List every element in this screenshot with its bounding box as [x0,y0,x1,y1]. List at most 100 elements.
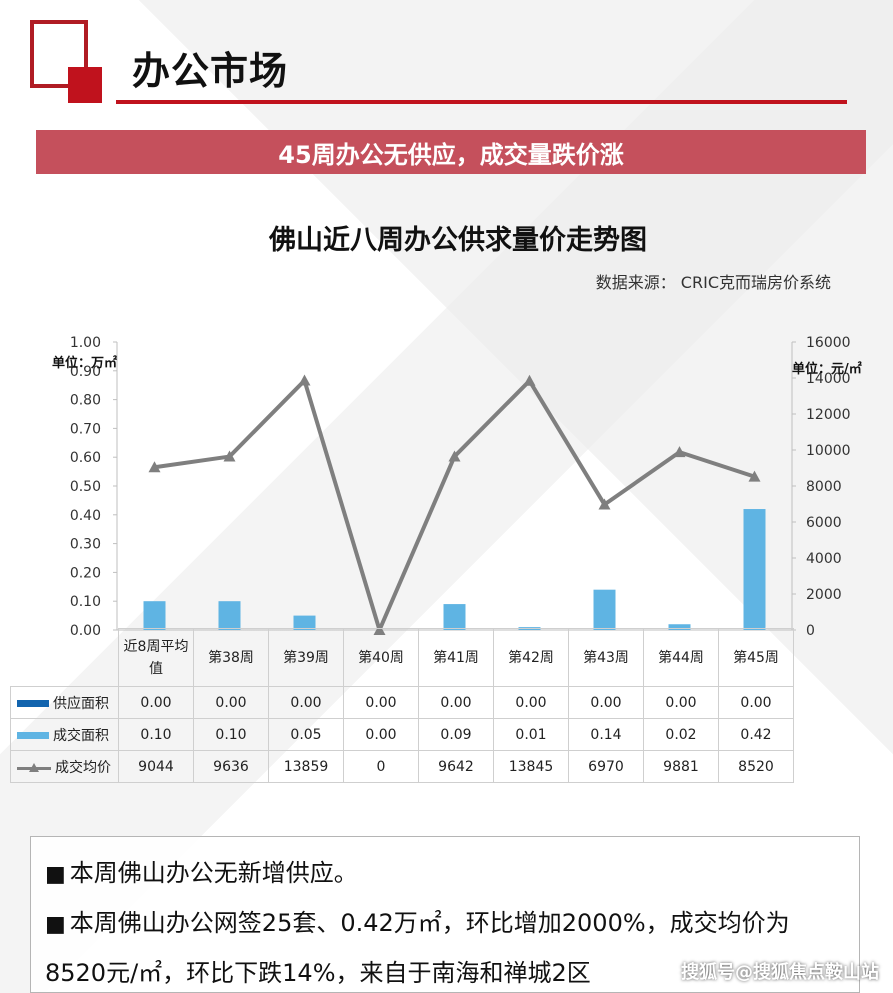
table-cell: 0.01 [493,718,569,751]
deal-area-swatch [17,732,49,739]
table-cell: 0.09 [418,718,494,751]
table-header-cell: 近8周平均值 [118,628,194,687]
bar-deal-area [743,509,766,630]
avg-price-point [223,450,236,462]
avg-price-point [148,461,161,473]
note-item: ■ 本周佛山办公无新增供应。 [45,849,847,899]
note-text: 本周佛山办公网签25套、0.42万㎡，环比增加2000%，成交均价为8520元/… [45,909,790,987]
title-underline [116,100,847,104]
note-item: ■ 本周佛山办公网签25套、0.42万㎡，环比增加2000%，成交均价为8520元… [45,899,847,993]
avg-price-point [598,498,611,510]
left-tick-label: 0.10 [70,594,101,610]
right-tick-label: 8000 [806,479,842,495]
note-text: 本周佛山办公无新增供应。 [69,859,358,887]
bar-deal-area [143,601,166,630]
table-cell: 9044 [118,750,194,783]
square-bullet-icon: ■ [45,862,66,887]
logo-outline-square [30,20,88,88]
table-cell: 13845 [493,750,569,783]
table-cell: 0.00 [193,686,269,719]
left-tick-label: 0.20 [70,565,101,581]
table-cell: 0.10 [118,718,194,751]
table-cell: 6970 [568,750,644,783]
left-tick-label: 1.00 [70,335,101,351]
table-header-cell: 第42周 [493,628,569,687]
table-cell: 0.00 [118,686,194,719]
watermark: 搜狐号@搜狐焦点鞍山站 [681,962,879,983]
avg-price-point [523,374,536,386]
square-bullet-icon: ■ [45,912,66,937]
supply-swatch [17,700,49,707]
left-tick-label: 0.50 [70,479,101,495]
table-header-cell: 第41周 [418,628,494,687]
right-tick-label: 14000 [806,371,851,387]
table-cell: 13859 [268,750,344,783]
table-cell: 0.00 [418,686,494,719]
page-title: 办公市场 [132,49,289,93]
chart-source: 数据来源： CRIC克而瑞房价系统 [595,273,831,292]
table-cell: 9881 [643,750,719,783]
chart-plot: 0.00 0.10 0.20 0.30 0.40 0.50 0.60 0.70 0.80 0.90… [70,335,851,639]
table-cell: 0.00 [493,686,569,719]
table-header-cell: 第39周 [268,628,344,687]
chart-data-table: 近8周平均值 第38周 第39周 第40周 第41周 第42周 第43周 第44… [10,628,794,783]
summary-notes: ■ 本周佛山办公无新增供应。 ■ 本周佛山办公网签25套、0.42万㎡，环比增加20… [30,836,860,993]
left-tick-label: 0.30 [70,537,101,553]
legend-avg-price: 成交均价 [10,750,119,783]
table-cell: 0.10 [193,718,269,751]
table-cell: 0.00 [343,718,419,751]
right-tick-label: 12000 [806,407,851,423]
left-tick-label: 0.60 [70,450,101,466]
bar-deal-area [293,615,316,630]
table-cell: 0.00 [343,686,419,719]
right-tick-label: 2000 [806,587,842,603]
avg-price-point [673,446,686,458]
left-tick-label: 0.70 [70,421,101,437]
table-cell: 0.14 [568,718,644,751]
left-axis-unit: 单位：万㎡ [52,356,118,371]
avg-price-point [448,450,461,462]
table-row-supply: 供应面积 0.00 0.00 0.00 0.00 0.00 0.00 0.00 … [10,686,794,719]
table-cell: 0.00 [718,686,794,719]
right-tick-label: 16000 [806,335,851,351]
bar-deal-area [218,601,241,630]
avg-price-line [154,378,756,632]
table-header-cell: 第44周 [643,628,719,687]
avg-price-point [298,374,311,386]
headline-banner: 45周办公无供应，成交量跌价涨 [36,130,866,174]
table-cell: 0.00 [568,686,644,719]
table-cell: 0.05 [268,718,344,751]
left-tick-label: 0.90 [70,364,101,380]
bar-deal-area [668,624,691,630]
table-cell: 0.02 [643,718,719,751]
table-cell: 0.42 [718,718,794,751]
legend-label: 供应面积 [53,695,109,712]
table-cell: 8520 [718,750,794,783]
legend-deal-area: 成交面积 [10,718,119,751]
legend-label: 成交面积 [53,727,109,744]
left-tick-label: 0.80 [70,393,101,409]
logo-filled-square [68,67,102,103]
right-tick-label: 0 [806,623,815,639]
table-header-cell: 第40周 [343,628,419,687]
bar-deal-area [443,604,466,630]
table-cell: 9642 [418,750,494,783]
avg-price-point [748,470,761,482]
table-header-row: 近8周平均值 第38周 第39周 第40周 第41周 第42周 第43周 第44… [11,628,794,687]
bar-deal-area [593,589,616,630]
table-header-cell: 第43周 [568,628,644,687]
right-tick-label: 4000 [806,551,842,567]
left-tick-label: 0.00 [70,623,101,639]
chart-title: 佛山近八周办公供求量价走势图 [269,225,647,256]
legend-label: 成交均价 [55,759,111,776]
table-row-avg-price: 成交均价 9044 9636 13859 0 9642 13845 6970 9… [10,750,794,783]
table-cell: 0 [343,750,419,783]
table-header-cell: 第38周 [193,628,269,687]
right-tick-label: 10000 [806,443,851,459]
table-cell: 0.00 [643,686,719,719]
left-tick-label: 0.40 [70,508,101,524]
right-tick-label: 6000 [806,515,842,531]
legend-supply: 供应面积 [10,686,119,719]
table-cell: 9636 [193,750,269,783]
table-cell: 0.00 [268,686,344,719]
